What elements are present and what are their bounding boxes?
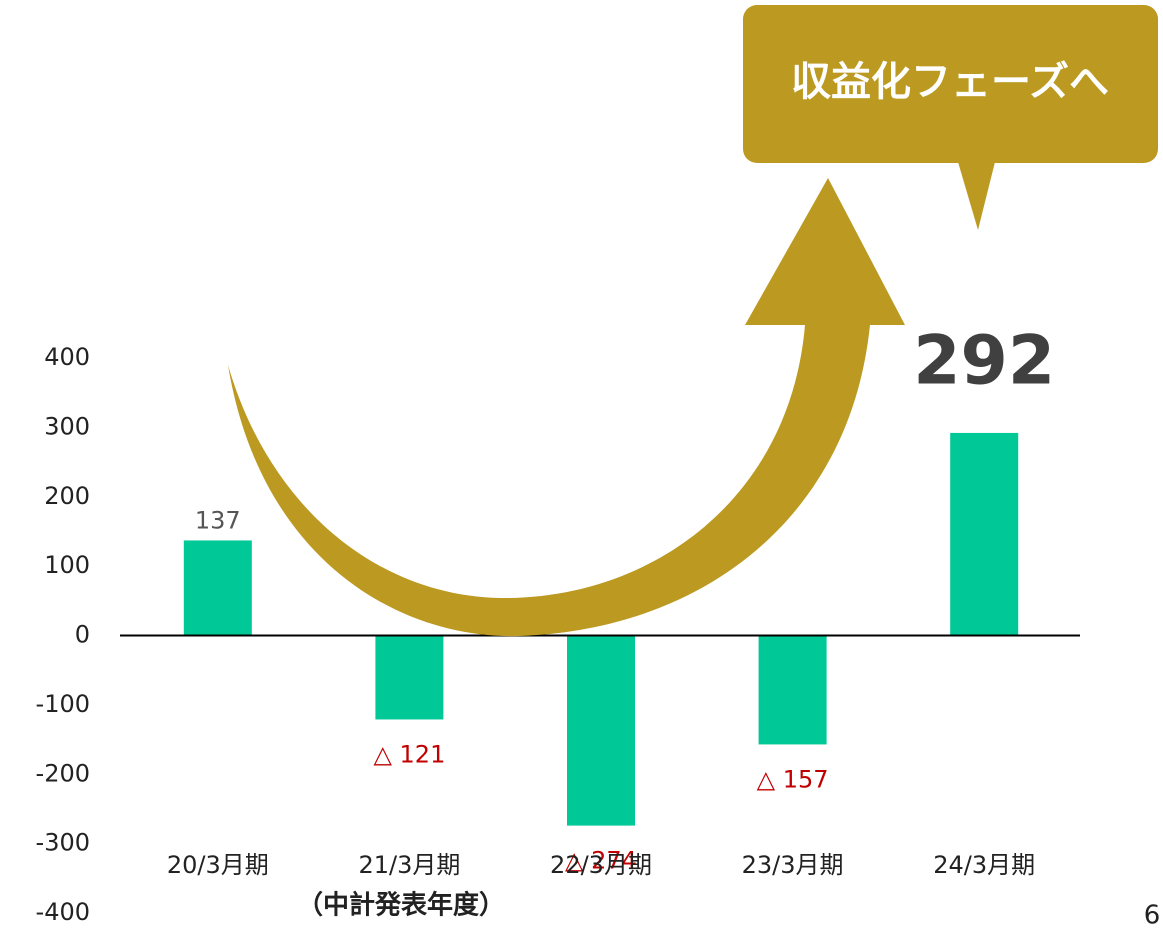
y-tick-label: -400 <box>36 898 90 926</box>
growth-arrow <box>228 178 905 637</box>
x-tick-label: 20/3月期 <box>167 851 269 879</box>
bar <box>375 635 444 720</box>
y-tick-label: -100 <box>36 690 90 718</box>
y-tick-label: 0 <box>75 621 90 649</box>
bar <box>950 432 1019 636</box>
value-label: △ 121 <box>373 740 445 768</box>
callout-tail <box>958 162 995 230</box>
category-note: （中計発表年度） <box>297 890 505 921</box>
bar <box>183 540 252 636</box>
value-label: △ 274 <box>565 847 637 875</box>
x-tick-label: 22/3月期 <box>550 851 652 879</box>
y-tick-label: 300 <box>44 412 90 440</box>
bar <box>758 635 827 745</box>
x-tick-label: 21/3月期 <box>358 851 460 879</box>
value-label: 137 <box>195 506 241 534</box>
callout-box <box>743 5 1158 163</box>
value-label: △ 157 <box>757 765 829 793</box>
y-tick-label: 100 <box>44 551 90 579</box>
y-tick-label: -300 <box>36 829 90 857</box>
y-tick-label: 400 <box>44 343 90 371</box>
callout-text: 収益化フェーズへ <box>791 59 1109 105</box>
x-tick-label: 23/3月期 <box>742 851 844 879</box>
bar <box>567 635 635 826</box>
page-number: 6 <box>1144 901 1161 931</box>
highlight-value-label: 292 <box>913 321 1055 400</box>
y-tick-label: 200 <box>44 482 90 510</box>
x-tick-label: 24/3月期 <box>933 851 1035 879</box>
y-tick-label: -200 <box>36 759 90 787</box>
